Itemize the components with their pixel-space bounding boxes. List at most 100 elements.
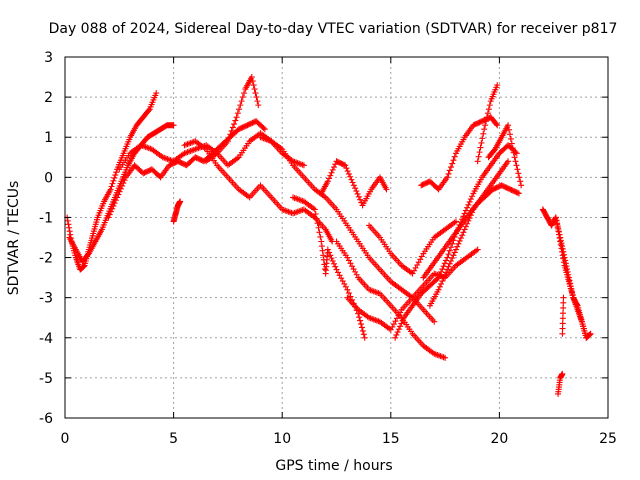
data-point [482,122,489,129]
data-point [316,229,323,236]
y-tick-label: -1 [39,210,53,226]
series-s16 [420,182,522,281]
data-point [445,263,452,270]
data-point [454,243,461,250]
data-point [328,169,335,176]
data-point [444,266,451,273]
data-point [177,198,184,205]
series-s7 [203,74,262,165]
data-point [442,354,449,361]
data-point [357,317,364,324]
x-tick-label: 5 [169,431,178,447]
x-tick-label: 0 [61,431,70,447]
data-point [109,180,116,187]
data-point [505,158,512,165]
data-point [397,323,404,330]
axis-ticks [64,56,609,419]
data-point [66,228,73,235]
data-point [109,205,116,212]
data-point [464,220,471,227]
y-tick-label: -4 [39,331,53,347]
data-point [324,246,331,253]
data-point [332,263,339,270]
data-point [560,294,567,301]
data-point [113,169,120,176]
data-point [469,193,476,200]
data-point [393,331,400,338]
data-point [443,269,450,276]
data-point [560,310,567,317]
data-point [554,221,561,228]
data-point [331,164,338,171]
data-point [586,331,593,338]
data-point [559,245,566,252]
data-point [436,271,443,278]
data-point [300,162,307,169]
data-point [107,208,114,215]
series-s14 [392,142,520,341]
data-point [383,186,390,193]
data-point [447,244,454,251]
x-tick-label: 20 [490,431,508,447]
data-point [559,330,566,337]
data-point [484,110,491,117]
data-point [510,149,517,156]
data-point [344,286,351,293]
data-point [450,252,457,259]
data-point [66,224,73,231]
data-point [461,226,468,233]
data-point [110,202,117,209]
y-tick-label: -2 [39,251,53,267]
data-point [516,174,523,181]
data-point [587,331,594,338]
series-s11 [333,238,449,361]
series-s6 [181,138,336,245]
data-point [241,90,248,97]
series-s23 [559,294,567,337]
data-points [64,74,594,397]
data-point [120,180,127,187]
data-point [347,173,354,180]
data-point [440,263,447,270]
data-point [447,164,454,171]
data-point [438,268,445,275]
y-tick-label: 1 [44,130,53,146]
data-point [514,189,521,196]
data-point [398,320,405,327]
data-point [358,324,365,331]
series-s8 [257,134,438,325]
data-point [234,110,241,117]
data-point [344,168,351,175]
data-point [345,290,352,297]
data-point [461,210,468,217]
data-point [251,86,258,93]
data-point [439,278,446,285]
data-point [440,275,447,282]
data-point [357,196,364,203]
series-s19 [485,122,525,189]
data-point [248,74,255,81]
data-point [359,327,366,334]
data-point [462,207,469,214]
data-point [260,125,267,132]
data-point [467,196,474,203]
data-point [511,154,518,161]
data-point [439,266,446,273]
data-point [250,82,257,89]
data-point [121,177,128,184]
data-point [111,200,118,207]
chart-title: Day 088 of 2024, Sidereal Day-to-day VTE… [49,21,618,37]
series-s15 [426,158,512,309]
data-point [583,334,590,341]
data-point [476,149,483,156]
series-s17 [418,114,501,193]
data-point [478,139,485,146]
data-point [353,188,360,195]
data-point [106,211,113,218]
data-point [360,331,367,338]
data-point [170,122,177,129]
data-point [513,162,520,169]
data-point [436,283,443,290]
data-point [481,126,488,133]
